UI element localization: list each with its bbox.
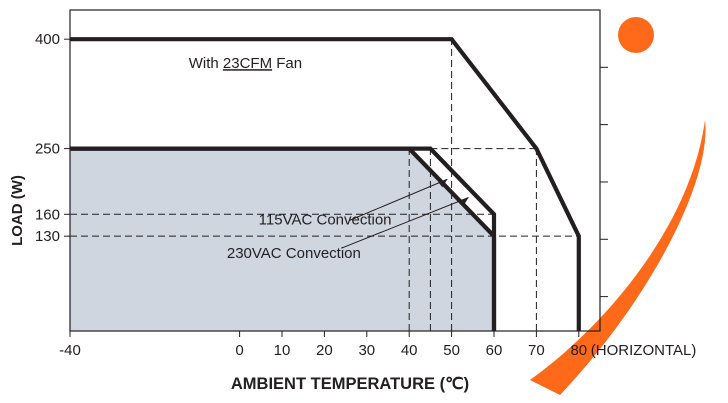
leader-arrow-115vac: [438, 179, 448, 188]
shaded-region: [70, 148, 494, 331]
x-tick-label: 50: [443, 342, 460, 359]
leader-line-115vac: [349, 178, 448, 221]
series-line: [70, 37, 581, 331]
x-tick-label: 80: [570, 342, 587, 359]
x-tick-label: 40: [401, 342, 418, 359]
x-tick-label: 60: [486, 342, 503, 359]
series-line: [70, 146, 497, 331]
series-label-115vac: 115VAC Convection: [259, 211, 392, 228]
y-tick-label: 160: [35, 206, 60, 223]
y-tick-label: 400: [35, 31, 60, 48]
series-label-fan: With 23CFM Fan: [189, 55, 302, 72]
x-tick-label: 70: [528, 342, 545, 359]
x-tick-label: 20: [316, 342, 333, 359]
y-tick-label: 130: [35, 228, 60, 245]
series-label-230vac: 230VAC Convection: [227, 245, 361, 262]
x-tick-label: 0: [235, 342, 243, 359]
leader-line-230vac: [341, 197, 469, 249]
x-axis-title: AMBIENT TEMPERATURE (℃): [231, 375, 469, 393]
x-tick-label: 10: [274, 342, 291, 359]
x-tick-label: -40: [59, 342, 81, 359]
x-axis-note: (HORIZONTAL): [591, 342, 697, 359]
y-axis-title: LOAD (W): [9, 175, 26, 246]
watermark-logo: [530, 17, 706, 395]
x-tick-label: 30: [358, 342, 375, 359]
plot-frame: [69, 9, 601, 332]
watermark-dot: [618, 17, 654, 53]
leader-arrow-230vac: [459, 197, 469, 206]
watermark-swoosh: [530, 120, 706, 395]
y-tick-label: 250: [35, 141, 60, 158]
